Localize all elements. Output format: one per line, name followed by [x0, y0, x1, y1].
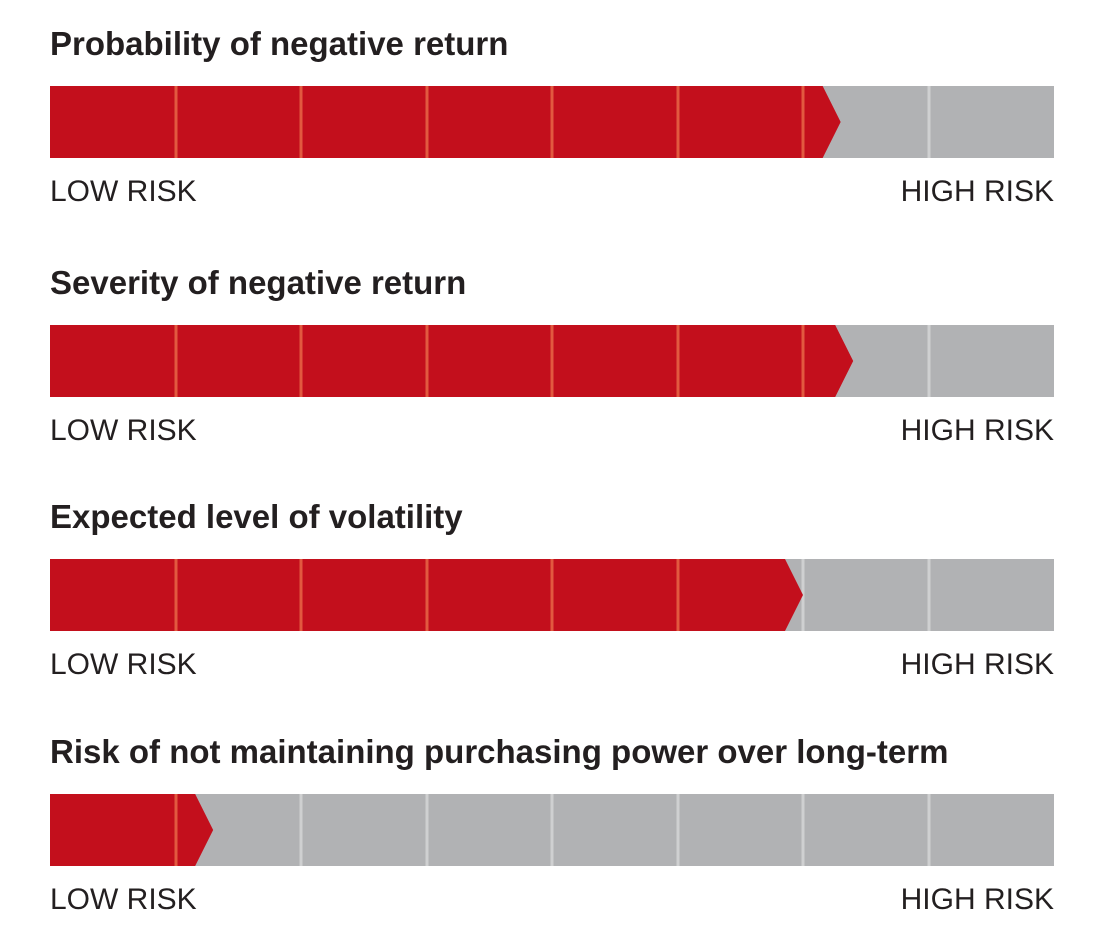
- track-divider: [927, 86, 931, 158]
- track-divider: [676, 794, 680, 866]
- meter-bar: [50, 86, 1054, 158]
- fill-divider: [174, 794, 178, 866]
- fill-divider: [801, 325, 805, 397]
- fill-divider: [676, 86, 680, 158]
- high-risk-label: HIGH RISK: [900, 414, 1054, 447]
- low-risk-label: LOW RISK: [50, 648, 197, 681]
- fill-divider: [174, 559, 178, 631]
- meter-bar: [50, 794, 1054, 866]
- high-risk-label: HIGH RISK: [900, 883, 1054, 916]
- fill-divider: [550, 325, 554, 397]
- track-divider: [299, 794, 303, 866]
- meter-bar: [50, 325, 1054, 397]
- fill-divider: [299, 86, 303, 158]
- fill-divider: [425, 86, 429, 158]
- track-divider: [927, 559, 931, 631]
- track-divider: [425, 794, 429, 866]
- high-risk-label: HIGH RISK: [900, 648, 1054, 681]
- fill-divider: [676, 325, 680, 397]
- fill-divider: [425, 325, 429, 397]
- meter-title: Risk of not maintaining purchasing power…: [50, 733, 949, 770]
- low-risk-label: LOW RISK: [50, 883, 197, 916]
- meter-title: Severity of negative return: [50, 264, 467, 301]
- track-divider: [927, 325, 931, 397]
- low-risk-label: LOW RISK: [50, 414, 197, 447]
- fill-divider: [550, 86, 554, 158]
- track-divider: [550, 794, 554, 866]
- meter-title: Expected level of volatility: [50, 498, 463, 535]
- track-divider: [801, 794, 805, 866]
- fill-divider: [174, 325, 178, 397]
- meter-fill: [50, 794, 214, 866]
- fill-divider: [676, 559, 680, 631]
- fill-divider: [174, 86, 178, 158]
- fill-divider: [299, 559, 303, 631]
- fill-divider: [425, 559, 429, 631]
- meter-title: Probability of negative return: [50, 25, 509, 62]
- track-divider: [927, 794, 931, 866]
- fill-divider: [550, 559, 554, 631]
- meter-fill: [50, 86, 841, 158]
- low-risk-label: LOW RISK: [50, 175, 197, 208]
- meter-fill: [50, 325, 854, 397]
- fill-divider: [299, 325, 303, 397]
- meter-bar: [50, 559, 1054, 631]
- fill-divider: [801, 86, 805, 158]
- high-risk-label: HIGH RISK: [900, 175, 1054, 208]
